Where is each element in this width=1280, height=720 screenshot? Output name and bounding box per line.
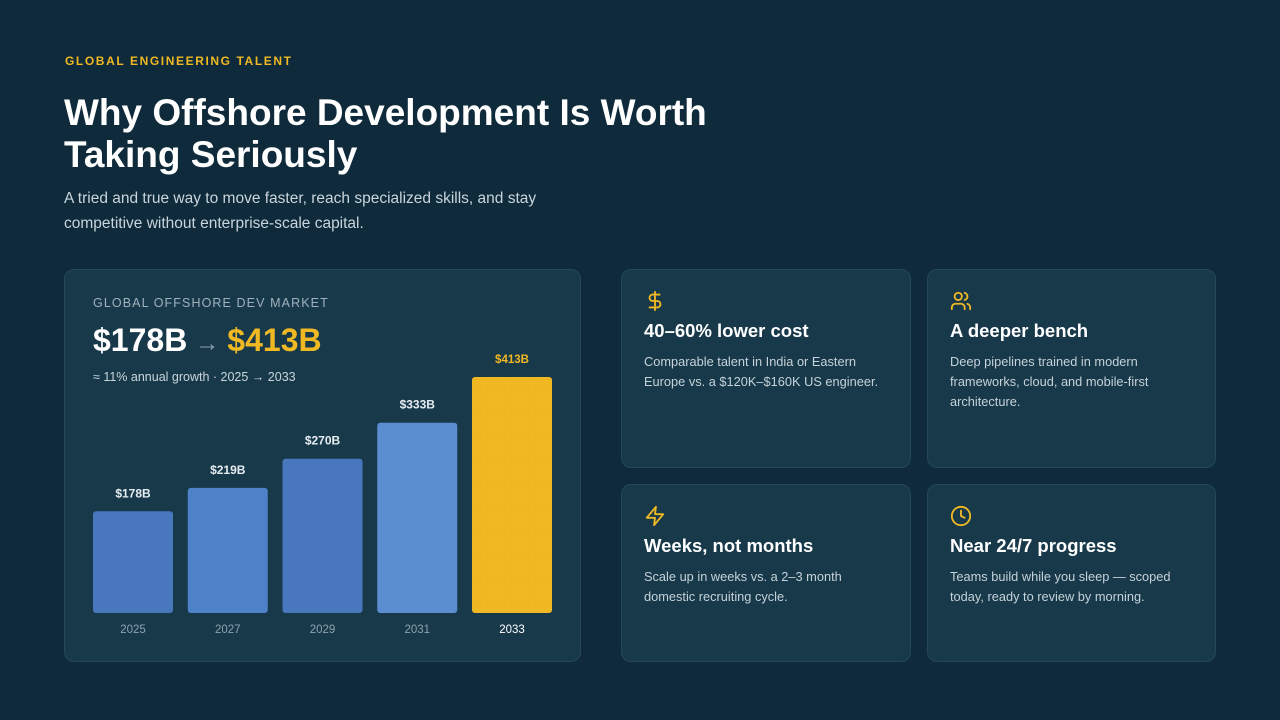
bar-2027	[187, 487, 268, 613]
market-from-value: $178B	[93, 322, 188, 358]
bar-2031	[377, 422, 458, 613]
arrow-icon: →	[195, 330, 220, 357]
market-growth-figure: $178B → $413B	[93, 322, 322, 359]
feature-title: A deeper bench	[950, 320, 1089, 341]
feature-title: Near 24/7 progress	[950, 535, 1117, 556]
tick-label-2033: 2033	[499, 624, 525, 636]
bar-2029	[282, 458, 363, 613]
feature-card-cost: 40–60% lower cost Comparable talent in I…	[621, 269, 911, 468]
feature-card-progress: Near 24/7 progress Teams build while you…	[927, 484, 1216, 662]
feature-title: Weeks, not months	[644, 535, 814, 556]
eyebrow-label: GLOBAL ENGINEERING TALENT	[65, 54, 293, 68]
dollar-icon	[648, 290, 662, 312]
market-bar-chart: $178B 2025 $219B 2027 $270B 2029 $333B 2031 $413…	[93, 354, 552, 636]
tick-label-2025: 2025	[120, 624, 146, 636]
feature-title: 40–60% lower cost	[644, 320, 809, 341]
market-to-value: $413B	[227, 322, 322, 358]
feature-description: Teams build while you sleep — scoped tod…	[950, 569, 1171, 604]
tick-label-2027: 2027	[215, 624, 241, 636]
page-subtitle: A tried and true way to move faster, rea…	[64, 190, 537, 232]
data-label-2033: $413B	[495, 354, 529, 366]
bar-2025	[93, 511, 173, 613]
feature-description: Comparable talent in India or Eastern Eu…	[644, 354, 879, 389]
tick-label-2029: 2029	[310, 624, 336, 636]
market-chart-card: GLOBAL OFFSHORE DEV MARKET $178B → $413B ≈…	[64, 269, 581, 662]
data-label-2027: $219B	[210, 463, 246, 477]
bar-texture	[472, 377, 552, 613]
data-label-2031: $333B	[400, 398, 436, 412]
users-icon	[950, 291, 972, 311]
lightning-icon	[645, 505, 665, 527]
market-card-label: GLOBAL OFFSHORE DEV MARKET	[93, 296, 329, 310]
feature-description: Scale up in weeks vs. a 2–3 month domest…	[644, 569, 842, 604]
data-label-2029: $270B	[305, 434, 341, 448]
growth-note: ≈ 11% annual growth · 2025 → 2033	[93, 370, 296, 384]
clock-icon	[950, 505, 972, 527]
page-title: Why Offshore Development Is Worth Taking…	[64, 92, 707, 175]
feature-card-bench: A deeper bench Deep pipelines trained in…	[927, 269, 1216, 468]
feature-card-speed: Weeks, not months Scale up in weeks vs. …	[621, 484, 911, 662]
data-label-2025: $178B	[115, 486, 151, 500]
tick-label-2031: 2031	[404, 624, 430, 636]
feature-description: Deep pipelines trained in modern framewo…	[950, 354, 1149, 409]
